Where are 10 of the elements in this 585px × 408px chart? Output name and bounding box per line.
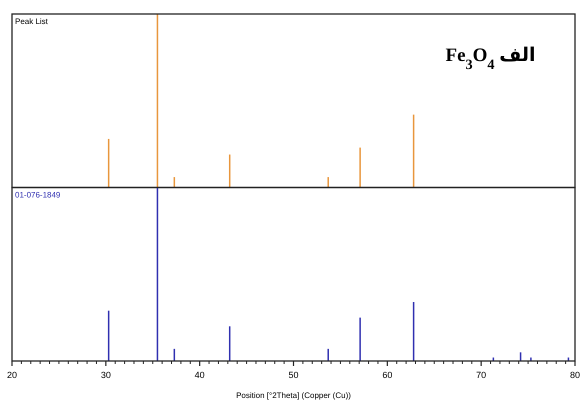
x-tick-label: 30 [100,370,111,380]
text: Peak List [15,17,49,26]
x-tick-label: 60 [382,370,392,380]
x-tick-label: 40 [194,370,205,380]
x-axis-title: Position [°2Theta] (Copper (Cu)) [236,391,352,400]
x-tick-label: 80 [570,370,580,380]
text: 01-076-1849 [15,190,61,200]
x-tick-label: 50 [288,370,299,380]
x-tick-label: 20 [6,370,18,380]
x-tick-label: 70 [476,370,486,380]
